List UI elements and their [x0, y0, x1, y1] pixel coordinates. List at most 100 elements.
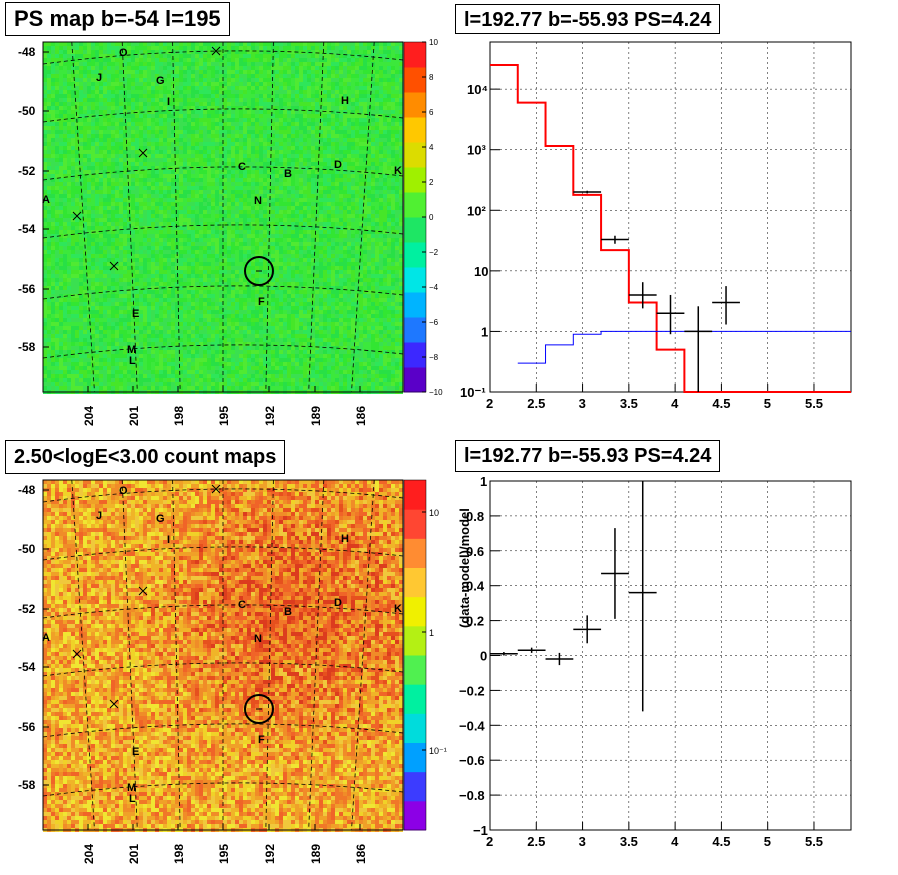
- heatmap-pixel: [79, 214, 83, 218]
- heatmap-pixel: [143, 242, 147, 246]
- heatmap-pixel: [359, 194, 363, 198]
- heatmap-pixel: [135, 242, 139, 246]
- heatmap-pixel: [363, 106, 367, 110]
- heatmap-pixel: [279, 102, 283, 106]
- heatmap-pixel: [63, 226, 67, 230]
- heatmap-pixel: [127, 230, 131, 234]
- heatmap-pixel: [215, 238, 219, 242]
- heatmap-pixel: [259, 102, 263, 106]
- heatmap-pixel: [59, 182, 63, 186]
- heatmap-pixel: [379, 150, 383, 154]
- heatmap-pixel: [327, 174, 331, 178]
- heatmap-pixel: [55, 194, 59, 198]
- heatmap-pixel: [295, 106, 299, 110]
- heatmap-pixel: [135, 122, 139, 126]
- heatmap-pixel: [211, 94, 215, 98]
- heatmap-pixel: [355, 58, 359, 62]
- heatmap-pixel: [111, 106, 115, 110]
- heatmap-pixel: [103, 138, 107, 142]
- heatmap-pixel: [47, 102, 51, 106]
- heatmap-pixel: [399, 78, 403, 82]
- heatmap-pixel: [351, 214, 355, 218]
- heatmap-pixel: [391, 178, 395, 182]
- heatmap-pixel: [255, 158, 259, 162]
- heatmap-pixel: [215, 46, 219, 50]
- heatmap-pixel: [355, 90, 359, 94]
- heatmap-pixel: [67, 142, 71, 146]
- heatmap-pixel: [167, 134, 171, 138]
- heatmap-pixel: [151, 150, 155, 154]
- heatmap-pixel: [263, 50, 267, 54]
- heatmap-pixel: [287, 134, 291, 138]
- heatmap-pixel: [351, 238, 355, 242]
- heatmap-pixel: [87, 190, 91, 194]
- heatmap-pixel: [279, 58, 283, 62]
- heatmap-pixel: [363, 162, 367, 166]
- heatmap-pixel: [91, 126, 95, 130]
- heatmap-pixel: [347, 158, 351, 162]
- heatmap-pixel: [243, 102, 247, 106]
- heatmap-pixel: [215, 162, 219, 166]
- heatmap-pixel: [179, 98, 183, 102]
- heatmap-pixel: [331, 182, 335, 186]
- heatmap-pixel: [215, 110, 219, 114]
- heatmap-pixel: [279, 246, 283, 250]
- heatmap-pixel: [247, 182, 251, 186]
- heatmap-pixel: [283, 106, 287, 110]
- heatmap-pixel: [111, 166, 115, 170]
- heatmap-pixel: [275, 138, 279, 142]
- heatmap-pixel: [275, 258, 279, 262]
- heatmap-pixel: [391, 114, 395, 118]
- heatmap-pixel: [183, 110, 187, 114]
- heatmap-pixel: [335, 194, 339, 198]
- heatmap-pixel: [227, 158, 231, 162]
- heatmap-pixel: [211, 114, 215, 118]
- heatmap-pixel: [55, 98, 59, 102]
- heatmap-pixel: [131, 122, 135, 126]
- heatmap-pixel: [43, 202, 47, 206]
- heatmap-pixel: [399, 102, 403, 106]
- heatmap-pixel: [187, 150, 191, 154]
- heatmap-pixel: [363, 90, 367, 94]
- heatmap-pixel: [71, 130, 75, 134]
- heatmap-pixel: [263, 250, 267, 254]
- heatmap-pixel: [287, 138, 291, 142]
- heatmap-pixel: [227, 262, 231, 266]
- heatmap-pixel: [139, 194, 143, 198]
- heatmap-pixel: [191, 54, 195, 58]
- heatmap-pixel: [387, 198, 391, 202]
- heatmap-pixel: [371, 194, 375, 198]
- heatmap-pixel: [251, 106, 255, 110]
- heatmap-pixel: [267, 110, 271, 114]
- heatmap-pixel: [391, 186, 395, 190]
- heatmap-pixel: [287, 242, 291, 246]
- heatmap-pixel: [267, 82, 271, 86]
- heatmap-pixel: [63, 82, 67, 86]
- heatmap-pixel: [279, 194, 283, 198]
- heatmap-pixel: [375, 118, 379, 122]
- heatmap-pixel: [159, 134, 163, 138]
- heatmap-pixel: [103, 250, 107, 254]
- heatmap-pixel: [115, 154, 119, 158]
- heatmap-pixel: [299, 82, 303, 86]
- heatmap-pixel: [299, 126, 303, 130]
- heatmap-pixel: [175, 134, 179, 138]
- heatmap-pixel: [71, 146, 75, 150]
- heatmap-pixel: [351, 78, 355, 82]
- heatmap-pixel: [359, 94, 363, 98]
- heatmap-pixel: [375, 70, 379, 74]
- heatmap-pixel: [259, 210, 263, 214]
- heatmap-pixel: [175, 122, 179, 126]
- heatmap-pixel: [227, 118, 231, 122]
- heatmap-pixel: [123, 222, 127, 226]
- heatmap-pixel: [311, 238, 315, 242]
- heatmap-pixel: [323, 138, 327, 142]
- heatmap-pixel: [143, 54, 147, 58]
- heatmap-pixel: [363, 254, 367, 258]
- heatmap-pixel: [375, 46, 379, 50]
- heatmap-pixel: [311, 250, 315, 254]
- heatmap-pixel: [387, 126, 391, 130]
- heatmap-pixel: [271, 174, 275, 178]
- heatmap-pixel: [91, 166, 95, 170]
- heatmap-pixel: [107, 154, 111, 158]
